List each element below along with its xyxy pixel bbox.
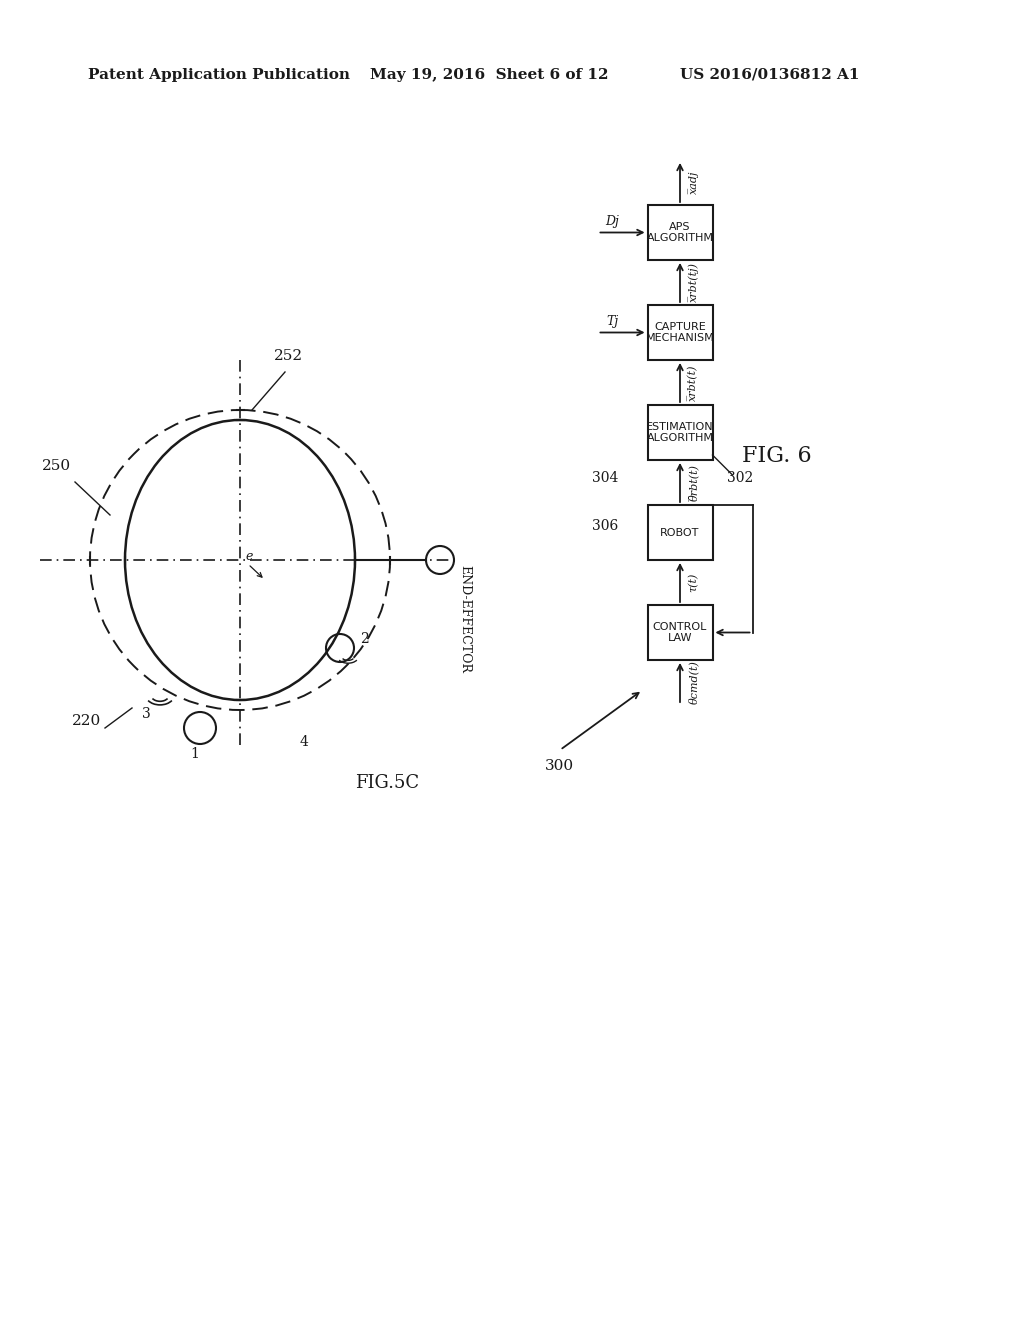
- Text: FIG.5C: FIG.5C: [355, 774, 419, 792]
- Text: END-EFFECTOR: END-EFFECTOR: [458, 565, 471, 673]
- Text: Patent Application Publication: Patent Application Publication: [88, 69, 350, 82]
- Text: θcmd(t): θcmd(t): [688, 660, 698, 705]
- Text: FIG. 6: FIG. 6: [742, 446, 812, 467]
- FancyBboxPatch shape: [647, 506, 713, 560]
- Text: 252: 252: [274, 348, 303, 363]
- Text: 250: 250: [42, 459, 71, 473]
- Text: 220: 220: [72, 714, 101, 729]
- Text: US 2016/0136812 A1: US 2016/0136812 A1: [680, 69, 859, 82]
- Text: 2: 2: [360, 632, 369, 645]
- Text: APS
ALGORITHM: APS ALGORITHM: [646, 222, 714, 243]
- Text: 302: 302: [727, 471, 754, 484]
- Text: 3: 3: [142, 708, 151, 721]
- Text: 300: 300: [545, 759, 574, 774]
- Text: τ(t): τ(t): [688, 573, 698, 593]
- Text: 4: 4: [300, 735, 309, 748]
- Text: CONTROL
LAW: CONTROL LAW: [653, 622, 708, 643]
- Text: x̅rbt(t): x̅rbt(t): [688, 364, 698, 401]
- Text: 1: 1: [190, 747, 200, 762]
- FancyBboxPatch shape: [647, 405, 713, 459]
- Text: x̅rbt(tj): x̅rbt(tj): [688, 263, 698, 302]
- Text: ESTIMATION
ALGORITHM: ESTIMATION ALGORITHM: [646, 421, 714, 444]
- FancyBboxPatch shape: [647, 305, 713, 360]
- Text: Dj: Dj: [605, 214, 620, 227]
- Text: θ̅rbt(t): θ̅rbt(t): [688, 465, 698, 502]
- Text: x̅adj: x̅adj: [688, 170, 698, 194]
- Text: May 19, 2016  Sheet 6 of 12: May 19, 2016 Sheet 6 of 12: [370, 69, 608, 82]
- FancyBboxPatch shape: [647, 205, 713, 260]
- FancyBboxPatch shape: [647, 605, 713, 660]
- Text: 306: 306: [592, 519, 618, 533]
- Text: 304: 304: [592, 471, 618, 486]
- Text: ROBOT: ROBOT: [660, 528, 699, 537]
- Text: e: e: [245, 549, 252, 562]
- Text: CAPTURE
MECHANISM: CAPTURE MECHANISM: [645, 322, 715, 343]
- Text: Tj: Tj: [606, 314, 618, 327]
